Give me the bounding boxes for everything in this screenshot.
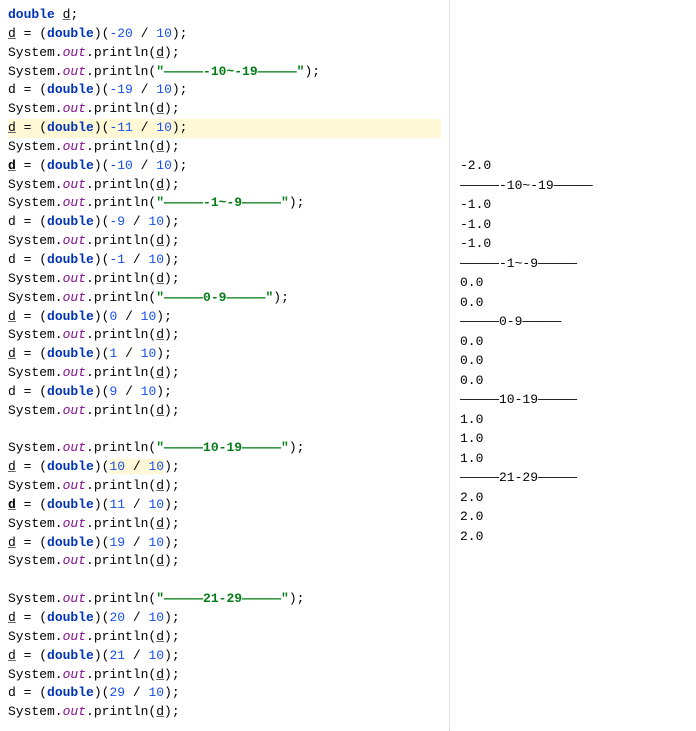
console-line: —————-10~-19————— bbox=[460, 176, 686, 196]
console-line: 0.0 bbox=[460, 273, 686, 293]
console-line: —————10-19————— bbox=[460, 390, 686, 410]
console-line: 1.0 bbox=[460, 429, 686, 449]
console-output: -2.0—————-10~-19—————-1.0-1.0-1.0—————-1… bbox=[450, 150, 696, 731]
console-line: 0.0 bbox=[460, 293, 686, 313]
console-line: 2.0 bbox=[460, 488, 686, 508]
console-line: 2.0 bbox=[460, 507, 686, 527]
console-line: -1.0 bbox=[460, 195, 686, 215]
console-line: 1.0 bbox=[460, 449, 686, 469]
console-line: -2.0 bbox=[460, 156, 686, 176]
console-line: 0.0 bbox=[460, 351, 686, 371]
console-line: —————0-9————— bbox=[460, 312, 686, 332]
console-line: -1.0 bbox=[460, 234, 686, 254]
console-line: —————-1~-9————— bbox=[460, 254, 686, 274]
console-line: -1.0 bbox=[460, 215, 686, 235]
console-line: 1.0 bbox=[460, 410, 686, 430]
console-line: —————21-29————— bbox=[460, 468, 686, 488]
console-line: 0.0 bbox=[460, 371, 686, 391]
console-line: 2.0 bbox=[460, 527, 686, 547]
code-editor[interactable]: double d;d = (double)(-20 / 10);System.o… bbox=[0, 0, 450, 731]
console-line: 0.0 bbox=[460, 332, 686, 352]
